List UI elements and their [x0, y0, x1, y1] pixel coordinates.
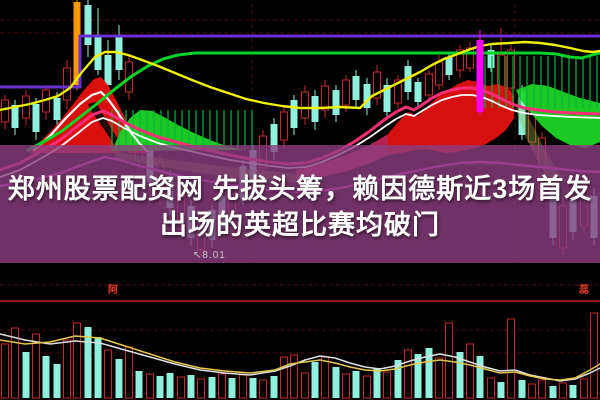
- green-comb-hatch: [111, 56, 598, 150]
- volume-panel: [0, 284, 600, 399]
- event-marker-right-icon: 蕊: [579, 285, 589, 296]
- event-marker-left-icon: 阿: [108, 285, 118, 296]
- headline-line2: 出场的英超比赛均破门: [160, 210, 440, 240]
- headline-line1: 郑州股票配资网 先拔头筹，赖因德斯近3场首发: [7, 174, 593, 204]
- price-low-annotation: ↖8.01: [193, 250, 226, 261]
- volume-bars: [1, 312, 598, 399]
- headline-overlay: [0, 145, 600, 263]
